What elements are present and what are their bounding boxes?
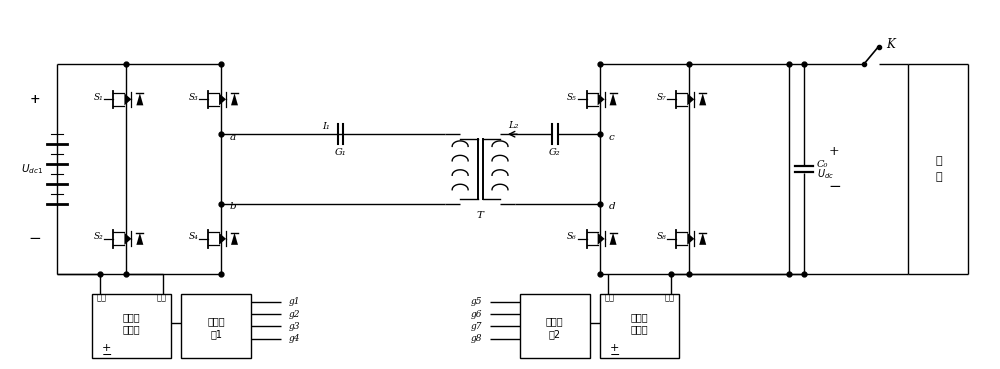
Text: g8: g8	[471, 334, 482, 344]
Text: L₂: L₂	[508, 121, 518, 130]
Text: +: +	[102, 344, 111, 354]
Text: 路2: 路2	[549, 329, 561, 339]
Polygon shape	[136, 233, 143, 245]
Text: S₅: S₅	[567, 93, 577, 102]
Text: 载: 载	[935, 172, 942, 182]
Text: g3: g3	[289, 322, 300, 331]
Text: g6: g6	[471, 310, 482, 318]
Text: b: b	[230, 203, 237, 211]
Polygon shape	[598, 233, 605, 245]
Polygon shape	[219, 93, 226, 105]
Text: G₁: G₁	[335, 148, 346, 156]
Text: S₁: S₁	[94, 93, 103, 102]
Text: K: K	[886, 38, 895, 51]
Polygon shape	[610, 93, 617, 105]
Text: 能线圈: 能线圈	[123, 324, 140, 334]
Polygon shape	[124, 93, 131, 105]
Text: $U_{dc}$: $U_{dc}$	[817, 167, 834, 181]
Text: $U_{dc1}$: $U_{dc1}$	[21, 162, 43, 176]
Text: a: a	[230, 133, 236, 142]
Bar	[520, 294, 590, 358]
Text: S₄: S₄	[188, 232, 198, 241]
Text: 取电: 取电	[97, 294, 107, 303]
Text: 供电: 供电	[605, 294, 615, 303]
Polygon shape	[231, 233, 238, 245]
Polygon shape	[687, 233, 694, 245]
Text: 路1: 路1	[210, 329, 222, 339]
Text: 取电: 取电	[664, 294, 674, 303]
Polygon shape	[598, 93, 605, 105]
Text: C₀: C₀	[817, 159, 828, 169]
Text: 控制电: 控制电	[546, 316, 564, 326]
Text: I₁: I₁	[322, 122, 330, 131]
Text: +: +	[610, 344, 619, 354]
Text: S₆: S₆	[567, 232, 577, 241]
Text: S₃: S₃	[188, 93, 198, 102]
Text: −: −	[102, 349, 112, 362]
Text: T: T	[477, 211, 484, 220]
Text: g2: g2	[289, 310, 300, 318]
Polygon shape	[136, 93, 143, 105]
Text: c: c	[609, 133, 614, 142]
Polygon shape	[699, 93, 706, 105]
Text: 供电: 供电	[156, 294, 166, 303]
Text: g5: g5	[471, 297, 482, 306]
Text: 第二取: 第二取	[631, 312, 648, 322]
Text: −: −	[610, 349, 620, 362]
Text: g4: g4	[289, 334, 300, 344]
Polygon shape	[699, 233, 706, 245]
Text: g7: g7	[471, 322, 482, 331]
Text: 能线圈: 能线圈	[631, 324, 648, 334]
Bar	[181, 294, 251, 358]
Text: d: d	[609, 203, 615, 211]
Polygon shape	[687, 93, 694, 105]
Bar	[600, 294, 679, 358]
Text: +: +	[29, 93, 40, 106]
Text: g1: g1	[289, 297, 300, 306]
Text: 控制电: 控制电	[207, 316, 225, 326]
Text: G₂: G₂	[549, 148, 561, 156]
Polygon shape	[219, 233, 226, 245]
Text: −: −	[829, 180, 842, 194]
Text: +: +	[829, 145, 839, 158]
Text: 第一取: 第一取	[123, 312, 140, 322]
Polygon shape	[124, 233, 131, 245]
Text: −: −	[28, 232, 41, 246]
Text: S₈: S₈	[657, 232, 666, 241]
Bar	[92, 294, 171, 358]
Polygon shape	[231, 93, 238, 105]
Text: 负: 负	[935, 156, 942, 166]
Text: S₂: S₂	[94, 232, 103, 241]
Text: S₇: S₇	[657, 93, 666, 102]
Polygon shape	[610, 233, 617, 245]
